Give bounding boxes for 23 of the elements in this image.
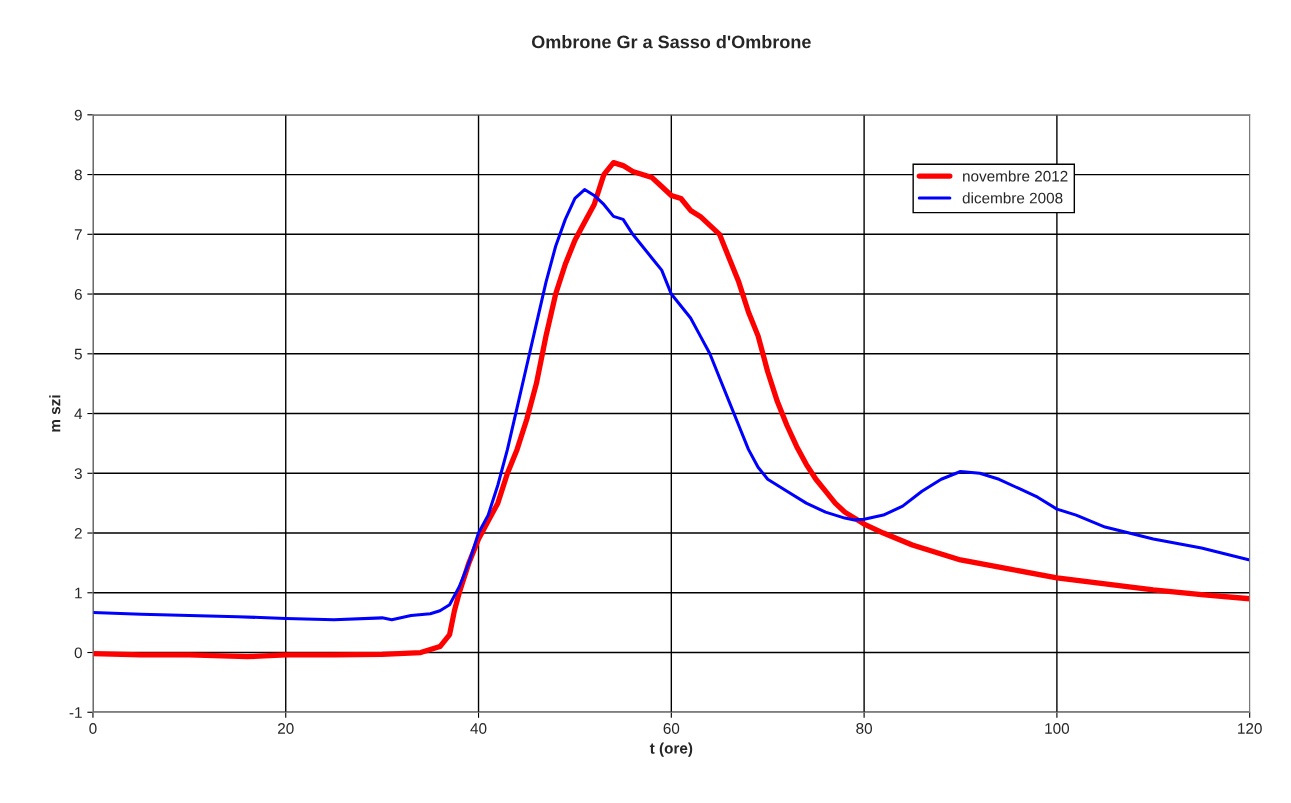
- y-tick-label: 5: [74, 348, 82, 360]
- x-tick-label: 80: [856, 723, 873, 734]
- x-tick-label: 40: [470, 723, 487, 734]
- x-tick-label: 120: [1238, 723, 1262, 734]
- x-tick-label: 20: [278, 723, 294, 734]
- chart-title: Ombrone Gr a Sasso d'Ombrone: [531, 35, 811, 49]
- y-tick-label: 7: [74, 229, 82, 240]
- x-tick-label: 60: [663, 723, 680, 734]
- y-tick-label: 0: [74, 647, 82, 659]
- y-axis-title: m szi: [49, 395, 61, 432]
- y-tick-label: 2: [74, 527, 82, 539]
- y-tick-label: 3: [74, 468, 82, 479]
- y-tick-label: 8: [74, 169, 82, 181]
- y-tick-label: 4: [74, 408, 83, 420]
- x-tick-label: 100: [1045, 723, 1070, 734]
- y-tick-label: 9: [74, 109, 82, 121]
- x-tick-label: 0: [89, 723, 97, 734]
- y-tick-label: 1: [75, 587, 82, 599]
- legend-label: novembre 2012: [963, 170, 1068, 182]
- y-tick-label: -1: [69, 707, 82, 718]
- x-axis-title: t (ore): [649, 742, 693, 757]
- y-tick-label: 6: [74, 288, 82, 300]
- legend-label: dicembre 2008: [962, 192, 1063, 204]
